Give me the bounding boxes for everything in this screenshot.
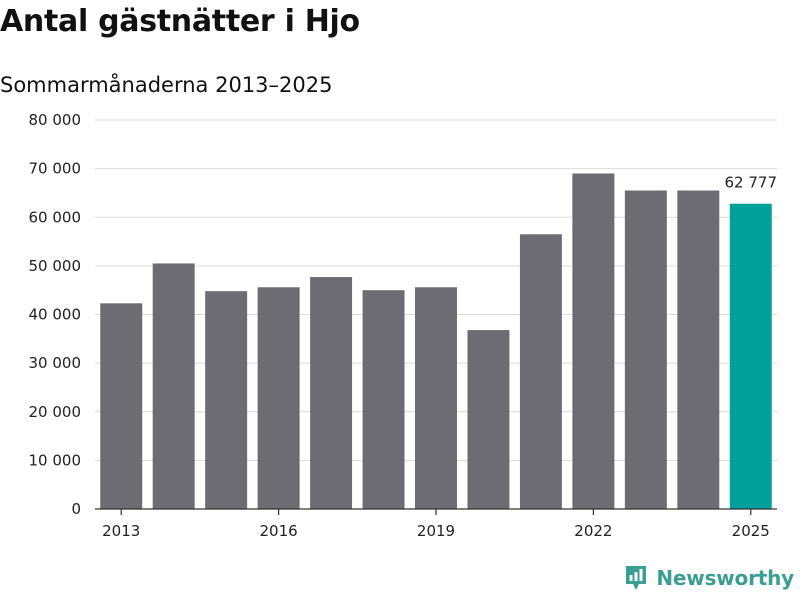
- chart-subtitle: Sommarmånaderna 2013–2025: [0, 73, 333, 97]
- y-tick-label: 70 000: [29, 160, 82, 178]
- y-tick-label: 40 000: [29, 306, 82, 324]
- bar-2017: [310, 277, 353, 509]
- bar-2019: [415, 287, 457, 509]
- data-label-2025: 62 777: [725, 174, 778, 192]
- bars: [100, 173, 772, 510]
- axes: 0 10 000 20 000 30 000 40 000 50 000 60 000 70 …: [29, 111, 777, 540]
- brand-name: Newsworthy: [656, 566, 794, 590]
- y-tick-label: 80 000: [29, 111, 82, 129]
- y-tick-label: 30 000: [29, 354, 82, 372]
- y-tick-label: 10 000: [29, 451, 82, 469]
- x-tick-label: 2016: [260, 522, 298, 540]
- x-tick-label: 2025: [732, 522, 770, 540]
- brand-logo: Newsworthy: [624, 564, 794, 592]
- y-tick-label: 60 000: [29, 208, 82, 226]
- newsworthy-logo-icon: [626, 566, 647, 590]
- x-tick-label: 2019: [417, 522, 455, 540]
- bar-2013: [100, 303, 143, 509]
- bar-2021: [519, 234, 562, 510]
- y-tick-label: 20 000: [29, 403, 82, 421]
- x-tick-label: 2013: [102, 522, 140, 540]
- bar-2015: [205, 291, 248, 509]
- bar-2025: [729, 203, 772, 510]
- bar-2022: [572, 173, 615, 510]
- bar-2024: [677, 190, 720, 509]
- bar-2023: [624, 190, 667, 509]
- data-labels: 62 777: [725, 174, 778, 192]
- x-tick-label: 2022: [574, 522, 612, 540]
- bar-2014: [152, 263, 195, 509]
- bar-2020: [467, 330, 510, 509]
- y-tick-label: 50 000: [29, 257, 82, 275]
- bar-2018: [362, 290, 405, 509]
- y-tick-label: 0: [71, 500, 81, 518]
- chart-title: Antal gästnätter i Hjo: [0, 4, 360, 39]
- bar-2016: [257, 287, 300, 509]
